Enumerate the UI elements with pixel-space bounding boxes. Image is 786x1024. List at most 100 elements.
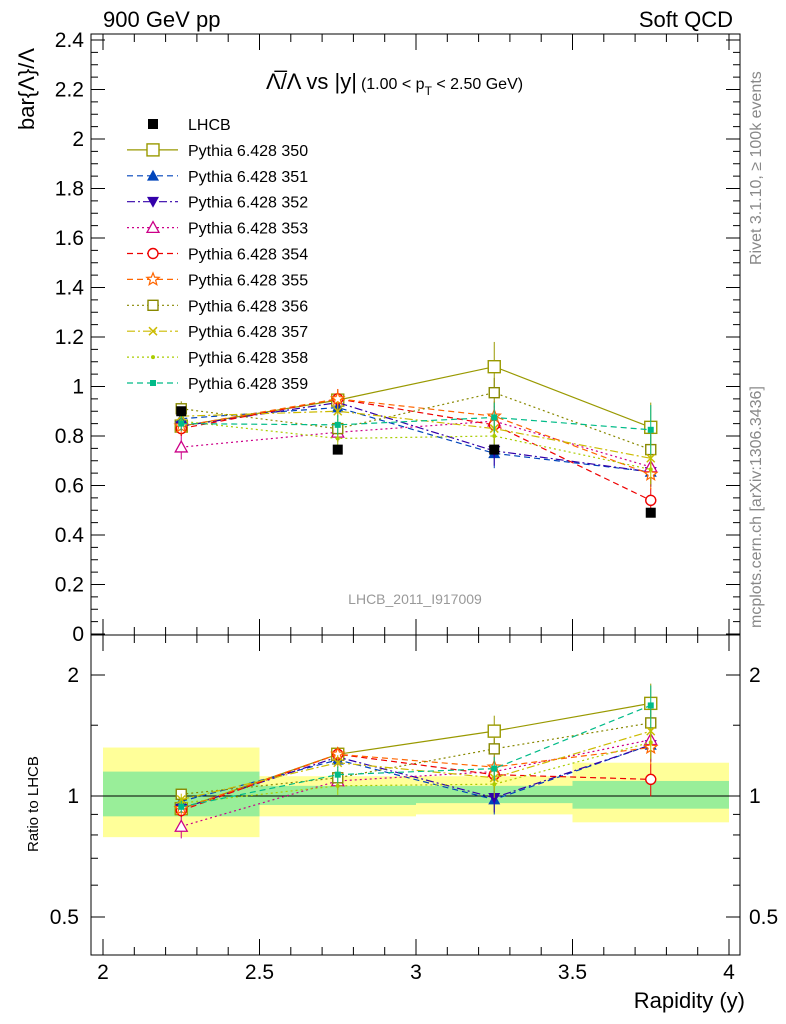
main-y-tick-label: 0.6 bbox=[55, 475, 84, 498]
legend-label: Pythia 6.428 356 bbox=[188, 298, 308, 315]
analysis-label: LHCB_2011_I917009 bbox=[348, 591, 482, 607]
ratio-series-9 bbox=[178, 685, 654, 814]
legend-marker bbox=[148, 326, 158, 336]
ratio-y-tick-label: 2 bbox=[67, 664, 79, 687]
main-data-point bbox=[332, 444, 343, 455]
plot-title: Λ̅/Λ vs |y| (1.00 < pT < 2.50 GeV) bbox=[266, 69, 523, 98]
main-y-tick-label: 1 bbox=[72, 376, 84, 399]
legend-entry-10: Pythia 6.428 359 bbox=[127, 376, 308, 393]
ratio-series-point bbox=[488, 743, 500, 755]
legend-marker bbox=[147, 299, 159, 311]
x-tick-label: 3.5 bbox=[558, 961, 587, 984]
plot-title-main: Λ̅/Λ vs |y| bbox=[266, 69, 357, 94]
legend-label: Pythia 6.428 352 bbox=[188, 195, 308, 212]
legend-marker bbox=[148, 119, 158, 129]
main-y-tick-label: 0.2 bbox=[55, 574, 84, 597]
legend-marker bbox=[147, 169, 159, 181]
main-series-point bbox=[488, 386, 500, 399]
ratio-series-point bbox=[645, 773, 657, 786]
ratio-panel-axes: 0.5 0.5 1 1 2 2 2 2.5 3 3.5 4 bbox=[50, 634, 778, 984]
ratio-y-axis-label: Ratio to LHCB bbox=[25, 756, 42, 852]
ratio-series-point bbox=[178, 803, 185, 810]
main-panel-series bbox=[173, 341, 659, 518]
ratio-series-point bbox=[333, 758, 343, 768]
ratio-series-point bbox=[174, 819, 189, 832]
x-tick-label: 3 bbox=[410, 961, 422, 984]
legend-entry-7: Pythia 6.428 356 bbox=[127, 298, 308, 315]
main-series-line bbox=[181, 420, 651, 468]
main-series-line bbox=[181, 398, 652, 501]
main-y-tick-label: 0.4 bbox=[55, 524, 85, 547]
main-series-point bbox=[334, 421, 341, 428]
legend-label: LHCB bbox=[188, 117, 231, 134]
legend-label: Pythia 6.428 354 bbox=[188, 247, 308, 264]
main-series-point bbox=[333, 406, 343, 416]
ratio-series-line bbox=[181, 704, 651, 808]
rivet-version-label: Rivet 3.1.10, ≥ 100k events bbox=[748, 71, 765, 265]
main-series-line bbox=[181, 420, 651, 470]
legend-entry-4: Pythia 6.428 353 bbox=[127, 220, 308, 238]
ratio-series-line bbox=[181, 753, 651, 812]
main-y-tick-label: 2.4 bbox=[55, 29, 85, 52]
main-series-point bbox=[174, 439, 189, 453]
main-series-2 bbox=[175, 392, 657, 487]
main-y-tick-label: 2 bbox=[72, 128, 84, 151]
main-series-point bbox=[648, 467, 653, 472]
main-series-9 bbox=[178, 402, 654, 455]
main-data-point bbox=[489, 444, 500, 455]
legend-label: Pythia 6.428 353 bbox=[188, 221, 308, 238]
legend-marker bbox=[147, 196, 159, 208]
main-y-axis-label: bar{Λ}/Λ bbox=[14, 48, 39, 130]
ratio-series-line bbox=[181, 739, 651, 828]
legend-entry-5: Pythia 6.428 354 bbox=[127, 247, 308, 264]
main-series-point bbox=[492, 434, 497, 438]
main-y-tick-label: 1.6 bbox=[55, 227, 84, 250]
ratio-y-tick-label-right: 2 bbox=[749, 664, 761, 687]
mcplots-label: mcplots.cern.ch [arXiv:1306.3436] bbox=[748, 386, 765, 628]
main-series-point bbox=[647, 426, 654, 433]
main-series-point bbox=[178, 420, 185, 427]
main-series-point bbox=[645, 494, 657, 507]
legend-label: Pythia 6.428 355 bbox=[188, 272, 308, 289]
main-series-line bbox=[181, 410, 651, 459]
ratio-series-line bbox=[181, 741, 651, 804]
ratio-series-point bbox=[647, 702, 654, 709]
x-tick-label: 2.5 bbox=[245, 961, 274, 984]
legend-label: Pythia 6.428 351 bbox=[188, 169, 308, 186]
plot-title-cut-sub: T bbox=[425, 84, 433, 98]
ratio-series-line bbox=[181, 722, 651, 795]
x-axis-label: Rapidity (y) bbox=[634, 988, 745, 1013]
legend: LHCB Pythia 6.428 350 Pythia 6.428 351 Pyth… bbox=[127, 117, 308, 393]
ratio-series-line bbox=[181, 730, 651, 801]
legend-label: Pythia 6.428 350 bbox=[188, 143, 308, 160]
main-series-5 bbox=[173, 388, 659, 490]
legend-label: Pythia 6.428 359 bbox=[188, 376, 308, 393]
main-y-tick-label: 0.8 bbox=[55, 425, 84, 448]
ratio-series-point bbox=[491, 765, 498, 772]
ratio-series-point bbox=[334, 771, 341, 778]
plot-title-cut: (1.00 < p bbox=[361, 76, 425, 93]
main-series-line bbox=[181, 398, 651, 475]
legend-entry-3: Pythia 6.428 352 bbox=[127, 195, 308, 212]
legend-label: Pythia 6.428 357 bbox=[188, 324, 308, 341]
legend-marker bbox=[147, 247, 159, 260]
ratio-band-inner-1 bbox=[259, 785, 416, 805]
main-series-point bbox=[491, 414, 498, 421]
main-series-point bbox=[487, 360, 501, 374]
ratio-series-point bbox=[648, 740, 653, 745]
ratio-y-tick-label: 0.5 bbox=[50, 906, 79, 929]
main-series-line bbox=[181, 366, 651, 428]
legend-entry-0: LHCB bbox=[148, 117, 231, 134]
main-series-point bbox=[335, 436, 340, 441]
main-y-tick-label: 1.8 bbox=[55, 178, 84, 201]
ratio-y-tick-label-right: 1 bbox=[749, 785, 761, 808]
x-tick-label: 2 bbox=[97, 961, 109, 984]
ratio-y-tick-label-right: 0.5 bbox=[749, 906, 778, 929]
legend-entry-9: Pythia 6.428 358 bbox=[127, 350, 308, 367]
main-data-point bbox=[176, 406, 187, 417]
main-y-tick-label: 1.2 bbox=[55, 326, 84, 349]
ratio-series-point bbox=[492, 782, 497, 787]
main-y-tick-label: 2.2 bbox=[55, 79, 84, 102]
ratio-series-point bbox=[488, 792, 501, 804]
